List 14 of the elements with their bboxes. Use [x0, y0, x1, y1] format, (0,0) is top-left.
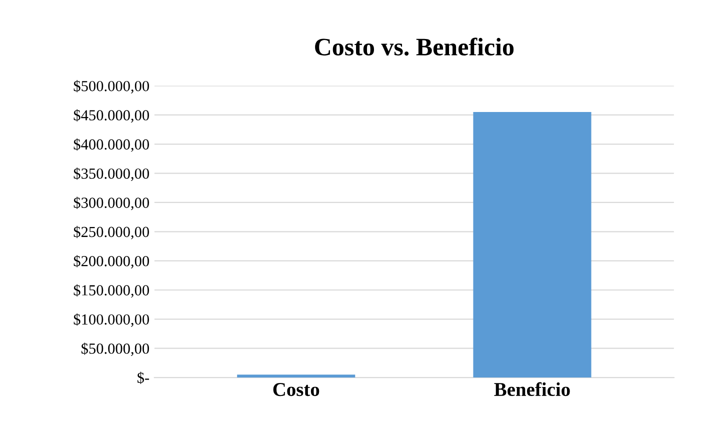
y-tick-label: $350.000,00 [74, 168, 149, 181]
chart-title: Costo vs. Beneficio [315, 38, 514, 56]
y-tick-label: $100.000,00 [74, 313, 149, 327]
y-tick-label: $150.000,00 [74, 284, 149, 298]
y-tick-label: $450.000,00 [74, 109, 149, 123]
y-tick-label: $250.000,00 [74, 226, 149, 240]
x-tick-label: Costo [273, 383, 320, 396]
y-tick-label: $500.000,00 [74, 80, 149, 94]
y-tick-label: $200.000,00 [74, 255, 149, 268]
y-tick-label: $50.000,00 [81, 342, 149, 356]
y-tick-label: $- [138, 372, 150, 384]
y-tick-label: $400.000,00 [74, 138, 149, 152]
x-tick-label: Beneficio [494, 382, 570, 396]
y-tick-label: $300.000,00 [74, 196, 149, 210]
